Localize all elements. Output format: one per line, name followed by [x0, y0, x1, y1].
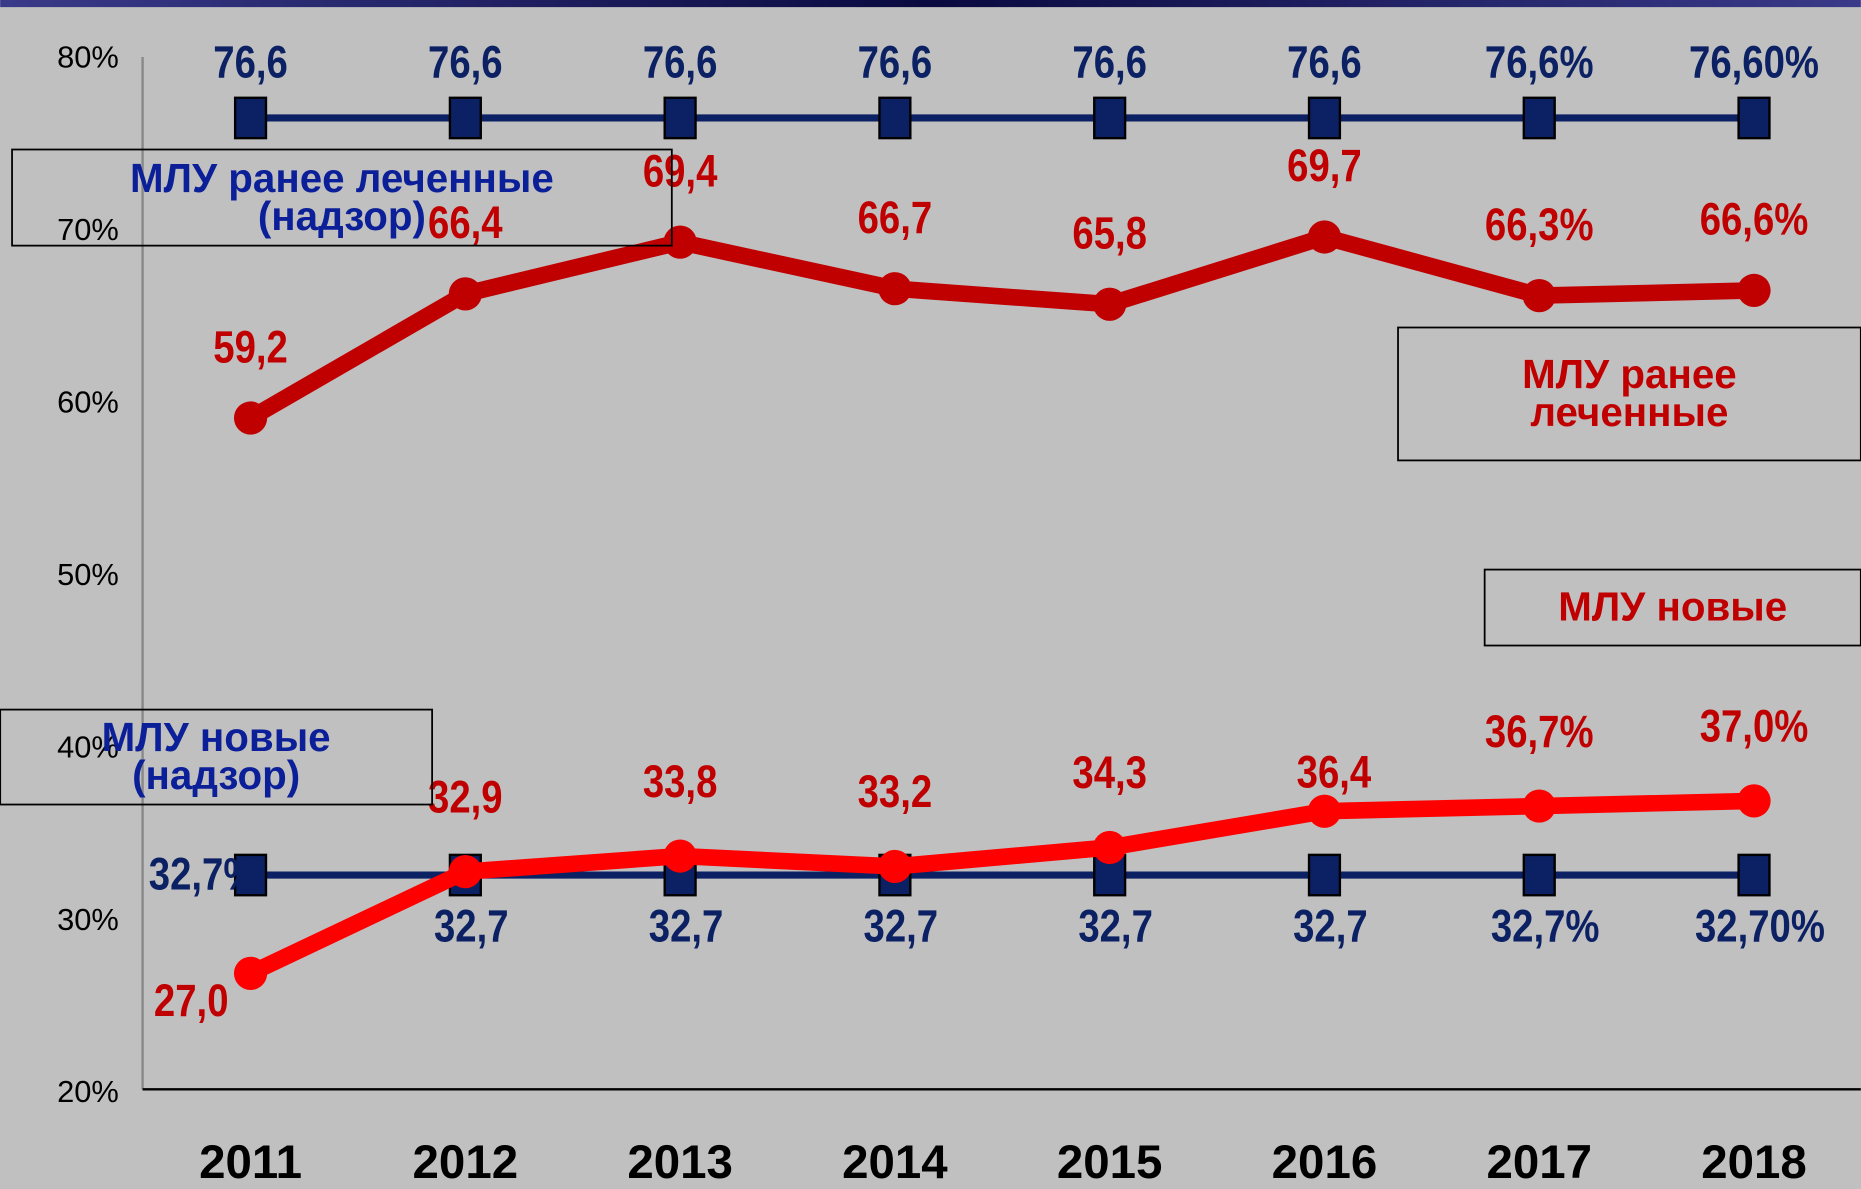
- data-label: 59,2: [213, 321, 288, 372]
- marker: [233, 96, 268, 140]
- data-label: 69,4: [643, 145, 718, 196]
- marker: [1737, 853, 1771, 897]
- y-tick-label: 20%: [57, 1074, 119, 1109]
- marker: [1522, 96, 1556, 140]
- data-label: 37,0%: [1700, 701, 1809, 752]
- x-tick-label: 2013: [627, 1136, 733, 1189]
- data-label: 76,6: [213, 37, 288, 88]
- data-label: 36,7%: [1485, 706, 1594, 757]
- legend-frame: [0, 708, 434, 806]
- data-label: 32,7%: [1491, 901, 1600, 952]
- y-tick-label: 60%: [57, 384, 119, 419]
- y-tick-label: 40%: [57, 729, 119, 764]
- data-label: 33,2: [858, 766, 933, 817]
- data-label: 33,8: [643, 756, 718, 807]
- data-label: 32,7: [1078, 901, 1153, 952]
- data-label: 27,0: [154, 975, 229, 1026]
- marker: [233, 401, 268, 435]
- x-tick-label: 2016: [1272, 1136, 1378, 1189]
- data-label: 69,7: [1287, 140, 1362, 191]
- data-label: 76,6: [858, 37, 933, 88]
- marker: [233, 853, 268, 897]
- marker: [1522, 789, 1556, 823]
- legend-item: МЛУ ранее леченные: [1522, 352, 1737, 436]
- data-label: 36,4: [1297, 747, 1372, 798]
- y-tick-label: 70%: [57, 212, 119, 247]
- marker: [1522, 853, 1556, 897]
- data-label: 76,6: [1072, 37, 1147, 88]
- marker: [448, 854, 482, 889]
- marker: [1307, 853, 1342, 897]
- data-label: 66,3%: [1485, 199, 1594, 250]
- data-label: 34,3: [1072, 747, 1147, 798]
- legend-item: МЛУ ранее леченные (надзор): [130, 156, 554, 240]
- x-tick-label: 2017: [1486, 1136, 1592, 1189]
- x-tick-label: 2015: [1057, 1136, 1163, 1189]
- data-label: 76,6: [643, 37, 718, 88]
- marker: [878, 849, 912, 884]
- y-tick-label: 30%: [57, 902, 119, 937]
- top-bar: [0, 0, 1861, 8]
- data-label: 76,6: [1287, 37, 1362, 88]
- marker: [878, 96, 912, 140]
- legend-label: МЛУ ранее леченные (надзор): [130, 156, 554, 240]
- x-tick-label: 2018: [1701, 1136, 1807, 1189]
- data-label: 32,9: [428, 771, 503, 822]
- marker: [1307, 794, 1342, 828]
- data-label: 32,7: [434, 901, 509, 952]
- data-label: 66,7: [858, 192, 933, 243]
- legend-item: МЛУ новые (надзор): [101, 715, 331, 799]
- data-label: 32,70%: [1695, 901, 1825, 952]
- data-label: 32,7: [649, 901, 724, 952]
- legend-item: МЛУ новые: [1558, 585, 1788, 631]
- marker: [1737, 96, 1771, 140]
- marker: [448, 277, 482, 311]
- data-label: 76,6%: [1485, 37, 1594, 88]
- legend-label: МЛУ новые: [1558, 585, 1788, 631]
- marker: [1307, 220, 1342, 254]
- y-tick-label: 80%: [57, 39, 119, 74]
- x-tick-label: 2014: [842, 1136, 948, 1189]
- marker: [1093, 96, 1127, 140]
- data-label: 76,6: [428, 37, 503, 88]
- marker: [1307, 96, 1342, 140]
- series-line: [247, 792, 1755, 981]
- y-tick-label: 50%: [57, 557, 119, 592]
- marker: [1522, 278, 1556, 313]
- legend-frame: [11, 148, 673, 247]
- marker: [878, 272, 912, 306]
- marker: [663, 96, 697, 140]
- data-label: 32,7: [1293, 901, 1368, 952]
- data-label: 32,7: [864, 901, 939, 952]
- data-label: 32,7%: [149, 848, 258, 899]
- marker: [1737, 273, 1771, 308]
- marker: [1093, 830, 1127, 865]
- data-label: 76,60%: [1689, 37, 1819, 88]
- marker: [663, 839, 697, 873]
- legend-label: МЛУ новые (надзор): [101, 715, 331, 799]
- data-label: 65,8: [1072, 208, 1147, 259]
- series-line: [246, 228, 1755, 426]
- marker: [448, 96, 482, 140]
- marker: [233, 956, 268, 990]
- marker: [1093, 287, 1127, 321]
- marker: [1737, 784, 1771, 818]
- x-tick-label: 2012: [413, 1136, 519, 1189]
- x-tick-label: 2011: [199, 1136, 302, 1189]
- data-label: 66,6%: [1700, 194, 1809, 245]
- marker: [663, 225, 697, 259]
- data-label: 66,4: [428, 197, 503, 248]
- legend-label: МЛУ ранее леченные: [1522, 352, 1737, 436]
